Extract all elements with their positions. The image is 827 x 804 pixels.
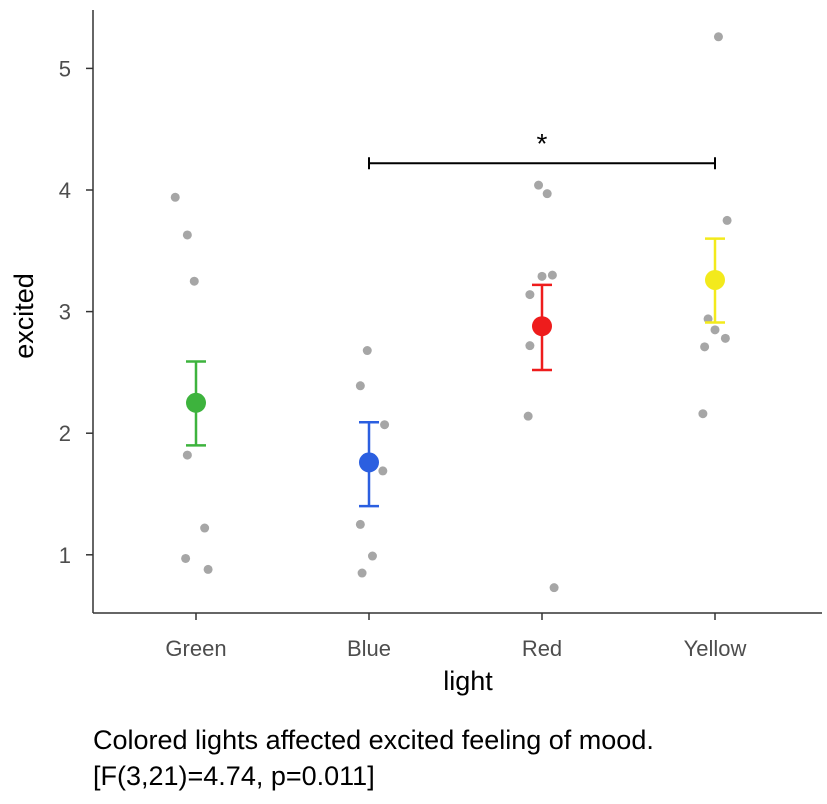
data-point: [380, 420, 390, 430]
data-points: [170, 32, 732, 593]
data-point: [722, 215, 732, 225]
data-point: [523, 411, 533, 421]
data-point: [357, 568, 367, 578]
x-tick-label: Blue: [347, 636, 391, 661]
data-point: [182, 230, 192, 240]
data-point: [547, 270, 557, 280]
data-point: [713, 32, 723, 42]
x-ticks: Green Blue Red Yellow: [165, 613, 747, 661]
y-ticks: 1 2 3 4 5: [59, 56, 93, 568]
caption-line-1: Colored lights affected excited feeling …: [93, 725, 654, 755]
data-point: [525, 341, 535, 351]
data-point: [700, 342, 710, 352]
data-point: [355, 381, 365, 391]
data-point: [534, 180, 544, 190]
data-point: [720, 333, 730, 343]
y-tick-label: 3: [59, 300, 71, 325]
axes: [92, 10, 822, 614]
y-axis-label: excited: [9, 273, 39, 359]
data-point: [203, 564, 213, 574]
data-point: [703, 314, 713, 324]
data-point: [200, 523, 210, 533]
data-point: [367, 551, 377, 561]
x-axis-label: light: [443, 666, 493, 696]
mean-point: [705, 269, 725, 290]
x-tick-label: Green: [165, 636, 226, 661]
data-point: [525, 290, 535, 300]
data-point: [355, 519, 365, 529]
data-point: [189, 276, 199, 286]
data-point: [537, 271, 547, 281]
caption-line-2: [F(3,21)=4.74, p=0.011]: [93, 761, 375, 791]
chart: 1 2 3 4 5 Green Blue Red Yellow * light excited: [9, 10, 822, 696]
y-tick-label: 4: [59, 178, 71, 203]
x-tick-label: Yellow: [684, 636, 747, 661]
mean-markers: [186, 237, 725, 508]
data-point: [698, 409, 708, 419]
data-point: [542, 189, 552, 199]
data-point: [182, 450, 192, 460]
data-point: [549, 583, 559, 593]
y-tick-label: 1: [59, 543, 71, 568]
data-point: [378, 466, 388, 476]
data-point: [170, 192, 180, 202]
significance-annotation: *: [368, 128, 716, 170]
data-point: [181, 553, 191, 563]
caption: Colored lights affected excited feeling …: [93, 722, 654, 794]
data-point: [362, 346, 372, 356]
y-tick-label: 5: [59, 56, 71, 81]
x-tick-label: Red: [522, 636, 562, 661]
mean-point: [186, 392, 206, 413]
mean-point: [532, 316, 552, 337]
significance-label: *: [537, 128, 548, 159]
y-tick-label: 2: [59, 421, 71, 446]
mean-point: [359, 452, 379, 473]
data-point: [710, 325, 720, 335]
